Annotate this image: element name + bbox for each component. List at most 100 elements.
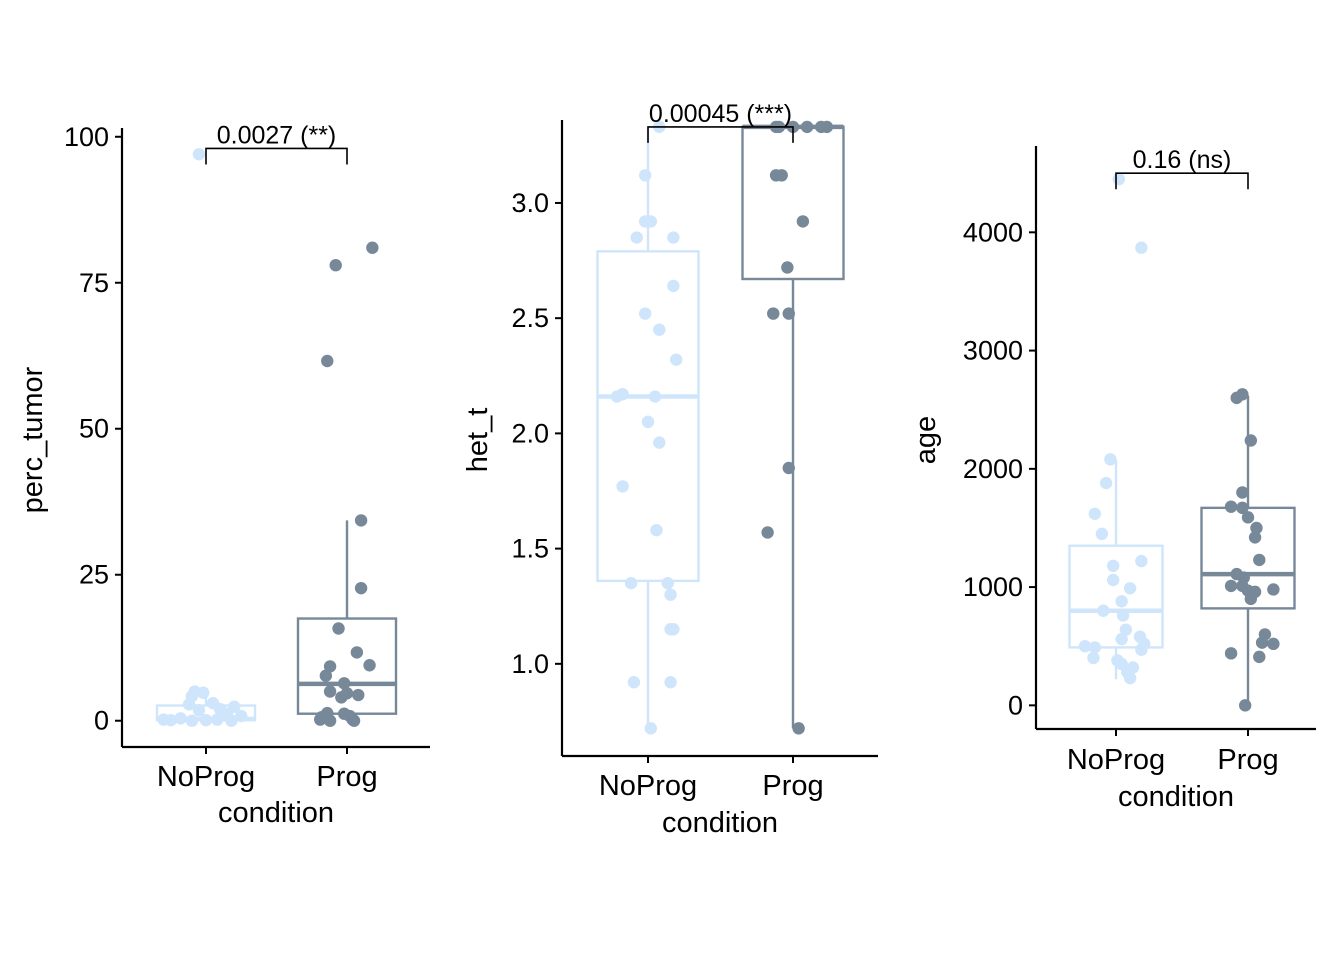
data-point xyxy=(1115,595,1128,608)
data-point xyxy=(199,713,213,727)
x-tick-label: NoProg xyxy=(157,761,255,793)
data-point xyxy=(1097,604,1110,617)
data-point xyxy=(644,722,658,735)
p-value-label: 0.00045 (***) xyxy=(649,100,792,128)
data-point xyxy=(1112,172,1126,186)
data-point xyxy=(366,241,379,254)
data-point xyxy=(1106,559,1120,573)
data-point xyxy=(337,677,351,690)
data-point xyxy=(761,526,774,539)
data-point xyxy=(1135,643,1148,656)
data-point xyxy=(354,514,368,527)
y-tick-label: 100 xyxy=(64,122,109,152)
data-point xyxy=(775,169,788,182)
data-point xyxy=(192,704,206,717)
data-point xyxy=(630,231,643,244)
data-point xyxy=(1078,640,1092,653)
significance-bracket xyxy=(205,147,348,165)
data-point xyxy=(1255,636,1269,649)
y-tick-label: 2.5 xyxy=(511,303,549,333)
data-point xyxy=(661,576,674,590)
data-point xyxy=(1123,582,1137,595)
data-point xyxy=(211,713,224,726)
data-point xyxy=(767,307,780,320)
data-point xyxy=(1104,453,1117,466)
data-point xyxy=(192,148,206,161)
data-point xyxy=(225,714,238,727)
data-point xyxy=(1135,554,1148,568)
data-point xyxy=(820,120,834,134)
data-point xyxy=(321,354,334,368)
data-point xyxy=(1088,641,1102,654)
data-point xyxy=(800,120,814,134)
data-point xyxy=(1116,609,1130,622)
y-tick-label: 3.0 xyxy=(511,188,549,218)
box-noprog xyxy=(1068,544,1164,649)
data-point xyxy=(1241,511,1255,524)
data-point xyxy=(667,279,680,293)
data-point xyxy=(319,669,333,682)
y-axis-title: het_t xyxy=(462,408,494,473)
data-point xyxy=(627,676,641,689)
data-point xyxy=(1099,476,1113,490)
data-point xyxy=(350,646,364,659)
data-point xyxy=(1224,647,1238,660)
data-point xyxy=(1106,573,1120,587)
data-point xyxy=(323,660,337,673)
x-axis-title: condition xyxy=(1118,781,1234,813)
y-tick-label: 2000 xyxy=(963,454,1023,484)
data-point xyxy=(174,712,187,725)
data-point xyxy=(1095,527,1109,541)
y-tick-label: 75 xyxy=(79,268,109,298)
data-point xyxy=(667,231,680,244)
data-point xyxy=(1224,579,1238,593)
data-point xyxy=(196,686,210,699)
data-point xyxy=(1087,651,1100,665)
y-tick-label: 2.0 xyxy=(511,418,549,448)
data-point xyxy=(323,714,337,727)
panel-perc-tumor: 0 25 50 75 100 NoProg Prog condition perc_tumor 0… xyxy=(17,121,430,829)
data-point xyxy=(1267,583,1280,596)
data-point xyxy=(1253,650,1266,664)
data-point xyxy=(1267,637,1280,651)
x-tick-label: Prog xyxy=(762,770,823,802)
y-tick-label: 0 xyxy=(1008,690,1023,720)
data-point xyxy=(667,623,680,636)
data-point xyxy=(347,714,361,727)
data-point xyxy=(332,622,345,635)
data-point xyxy=(335,691,348,704)
data-point xyxy=(638,169,652,182)
data-point xyxy=(653,436,666,449)
data-point xyxy=(610,390,624,403)
data-point xyxy=(664,676,677,689)
x-tick-label: NoProg xyxy=(599,770,697,802)
data-point xyxy=(1230,391,1243,405)
data-point xyxy=(235,709,248,723)
data-point xyxy=(653,323,666,336)
y-tick-label: 1.0 xyxy=(511,649,549,679)
data-point xyxy=(182,698,196,711)
data-point xyxy=(1238,699,1252,712)
data-point xyxy=(363,659,376,672)
significance-bracket xyxy=(647,126,794,143)
data-point xyxy=(648,390,662,403)
significance-bracket xyxy=(1115,172,1249,190)
data-point xyxy=(185,714,199,727)
data-point xyxy=(1244,592,1258,606)
panel-age: 0 1000 2000 3000 4000 NoProg Prog condition age 0… xyxy=(910,146,1316,813)
panel-het-t: 1.0 1.5 2.0 2.5 3.0 NoProg Prog condition het_t 0… xyxy=(462,100,878,839)
data-point xyxy=(314,713,327,726)
y-tick-label: 50 xyxy=(79,414,109,444)
data-point xyxy=(1135,241,1148,254)
data-point xyxy=(670,353,683,366)
x-tick-label: NoProg xyxy=(1067,744,1165,776)
data-point xyxy=(781,261,794,274)
data-point xyxy=(1253,553,1266,567)
data-point xyxy=(1248,531,1262,544)
y-tick-label: 0 xyxy=(94,706,109,736)
x-axis-title: condition xyxy=(218,797,334,829)
data-point xyxy=(650,523,663,537)
y-axis-title: perc_tumor xyxy=(17,366,49,513)
